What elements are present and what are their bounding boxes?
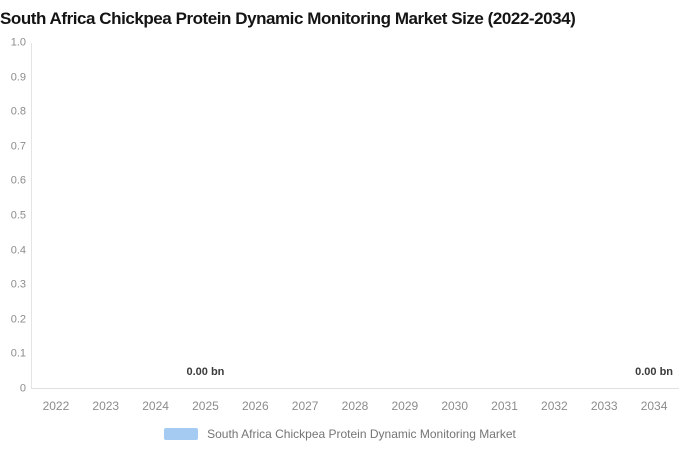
y-tick-label: 0.7	[10, 140, 26, 153]
x-tick-label: 2031	[491, 399, 518, 413]
x-tick-label: 2032	[541, 399, 568, 413]
y-tick-label: 0.4	[10, 244, 26, 257]
y-tick-label: 1.0	[10, 36, 26, 49]
y-tick-label: 0.5	[10, 209, 26, 222]
x-tick-label: 2024	[142, 399, 169, 413]
y-tick-label: 0	[19, 382, 26, 395]
x-tick-label: 2022	[42, 399, 70, 413]
x-tick-label: 2026	[241, 399, 269, 413]
data-label: 0.00 bn	[635, 366, 674, 378]
y-tick-label: 0.6	[10, 174, 26, 187]
x-tick-label: 2034	[640, 399, 668, 413]
x-tick-label: 2029	[391, 399, 419, 413]
plot-area	[31, 43, 679, 389]
data-label: 0.00 bn	[186, 366, 225, 378]
legend-item[interactable]: South Africa Chickpea Protein Dynamic Mo…	[0, 426, 680, 442]
y-tick-label: 0.9	[10, 71, 26, 84]
y-tick-label: 0.8	[10, 105, 26, 118]
legend-swatch	[164, 428, 199, 440]
x-tick-label: 2030	[441, 399, 469, 413]
x-tick-label: 2023	[92, 399, 120, 413]
legend-label: South Africa Chickpea Protein Dynamic Mo…	[207, 427, 516, 441]
y-tick-label: 0.3	[10, 278, 26, 291]
x-tick-label: 2025	[192, 399, 219, 413]
y-tick-label: 0.2	[10, 313, 26, 326]
x-tick-label: 2028	[341, 399, 369, 413]
y-tick-label: 0.1	[10, 347, 26, 360]
x-tick-label: 2027	[291, 399, 319, 413]
x-tick-label: 2033	[590, 399, 618, 413]
chart-title: South Africa Chickpea Protein Dynamic Mo…	[0, 9, 576, 28]
